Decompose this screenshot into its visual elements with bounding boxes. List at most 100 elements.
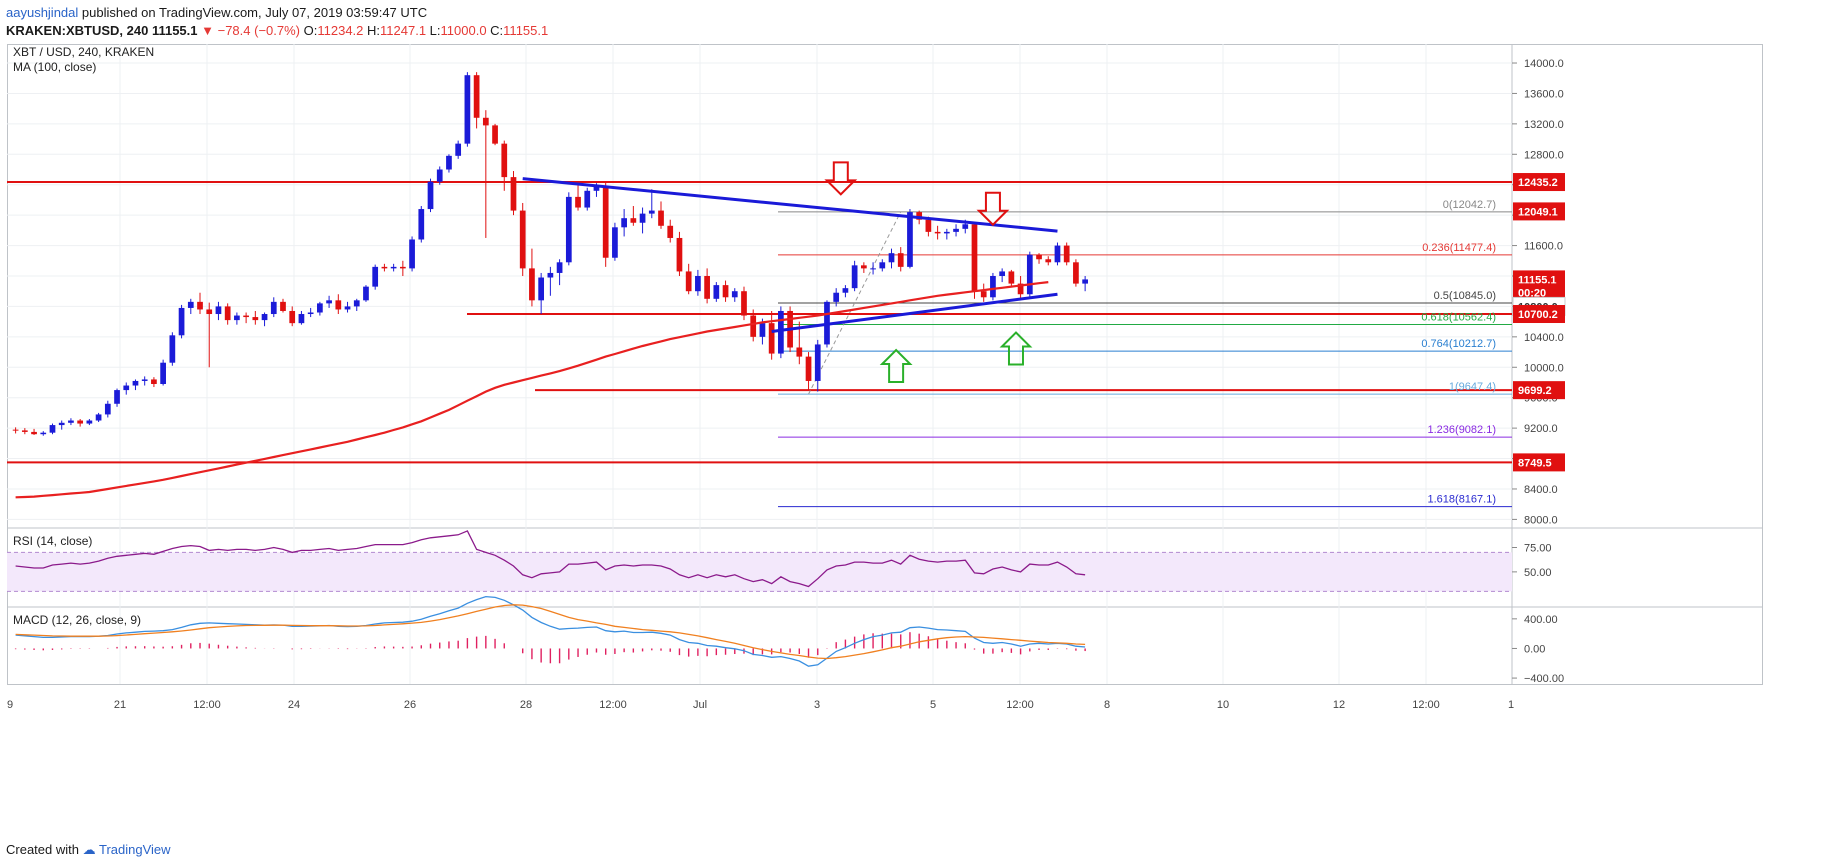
arrow-shape — [999, 331, 1033, 366]
candle-body — [95, 414, 102, 421]
low-value: 11000.0 — [440, 23, 487, 38]
price-flag-label: 8749.5 — [1518, 457, 1552, 469]
candle-body — [621, 218, 627, 228]
candle-body — [658, 210, 664, 226]
tradingview-logo-icon[interactable]: ☁ — [82, 842, 96, 857]
candle-body — [842, 288, 849, 293]
x-tick-label: 12:00 — [599, 699, 627, 711]
ma-indicator-label: MA (100, close) — [13, 60, 96, 74]
open-label: O: — [303, 23, 318, 38]
candle-body — [1026, 254, 1033, 295]
x-tick-label: 10 — [1217, 699, 1229, 711]
price-flag — [1513, 453, 1565, 472]
candle-body — [381, 266, 388, 269]
fib-level-label: 0.618(10562.4) — [1421, 311, 1496, 323]
candle-body — [243, 315, 249, 318]
candle-body — [685, 271, 692, 292]
candle-body — [529, 268, 535, 301]
candle-body — [492, 125, 498, 144]
candle-body — [556, 262, 563, 273]
candle-body — [409, 239, 415, 269]
candle-body — [1082, 279, 1088, 284]
high-label: H: — [367, 23, 381, 38]
candle-body — [473, 75, 480, 118]
candle-body — [879, 262, 886, 269]
candle-body — [141, 379, 148, 381]
x-tick-label: 5 — [930, 699, 936, 711]
rsi-band — [7, 552, 1512, 592]
candle-body — [40, 432, 47, 435]
candle-body — [1008, 271, 1015, 284]
rsi-tick-label: 75.00 — [1524, 543, 1552, 555]
close-label: C: — [490, 23, 504, 38]
tradingview-link[interactable]: TradingView — [99, 842, 171, 857]
close-value: 11155.1 — [503, 23, 549, 38]
candle-body — [399, 266, 406, 269]
candle-body — [593, 186, 600, 191]
chart-frame[interactable]: 9 21 12:00 24 26 28 12:00 Jul 3 5 12:00 8 10 12 12:00 1… — [7, 44, 1763, 831]
candle-body — [363, 286, 369, 301]
arrow-shape — [976, 191, 1010, 227]
price-flag-label: 9699.2 — [1518, 385, 1552, 397]
x-tick-label: 12:00 — [1006, 699, 1034, 711]
price-flag — [1513, 305, 1565, 324]
candle-body — [667, 225, 674, 238]
candle-body — [326, 300, 332, 304]
price-flag-label: 10700.2 — [1518, 309, 1558, 321]
candle-body — [796, 347, 803, 357]
candle-body — [1054, 245, 1061, 263]
fib-level-label: 0.236(11477.4) — [1422, 242, 1496, 254]
x-tick-label: 8 — [1104, 699, 1110, 711]
ohlc-line: KRAKEN:XBTUSD, 240 11155.1 ▼ −78.4 (−0.7… — [6, 22, 548, 40]
candle-body — [612, 227, 618, 258]
candle-body — [759, 323, 766, 337]
candle-body — [234, 315, 240, 321]
candle-body — [676, 237, 683, 272]
candle-body — [870, 268, 876, 270]
candle-body — [814, 344, 821, 381]
candle-body — [160, 362, 166, 385]
high-value: 11247.1 — [380, 23, 427, 38]
publish-header: aayushjindal published on TradingView.co… — [6, 4, 548, 40]
candle-body — [77, 420, 84, 424]
candle-body — [510, 177, 517, 211]
candle-body — [464, 75, 471, 144]
candle-body — [851, 265, 858, 289]
candle-body — [704, 275, 710, 299]
candle-body — [151, 379, 157, 385]
rsi-line — [15, 530, 1086, 588]
fib-level-label: 0.5(10845.0) — [1434, 290, 1496, 302]
candle-body — [21, 430, 28, 432]
price-flag — [1513, 283, 1565, 302]
price-flag-label: 12435.2 — [1518, 177, 1558, 189]
y-tick-label: 12800.0 — [1524, 149, 1564, 161]
y-tick-label: 9200.0 — [1524, 423, 1558, 435]
price-flag-label: 00:20 — [1518, 287, 1546, 299]
candle-body — [298, 314, 305, 324]
candle-body — [261, 314, 268, 321]
candle-body — [916, 212, 923, 220]
fib-level-label: 0.764(10212.7) — [1421, 338, 1496, 350]
candle-body — [270, 301, 277, 315]
chart-svg[interactable]: 9 21 12:00 24 26 28 12:00 Jul 3 5 12:00 8 10 12 12:00 1… — [7, 44, 1763, 831]
macd-tick-label: 0.00 — [1524, 643, 1545, 655]
candle-body — [519, 210, 526, 269]
candle-body — [547, 272, 554, 278]
candle-body — [888, 253, 895, 263]
last-price: 11155.1 — [151, 23, 198, 38]
author-link[interactable]: aayushjindal — [6, 5, 79, 20]
candle-body — [307, 312, 314, 315]
y-tick-label: 8400.0 — [1524, 484, 1558, 496]
signal-line — [15, 604, 1086, 660]
candle-body — [215, 306, 222, 315]
candle-body — [1017, 283, 1024, 295]
price-change: ▼ −78.4 (−0.7%) — [201, 23, 300, 38]
candle-body — [695, 275, 701, 292]
candle-body — [805, 356, 812, 381]
candle-body — [934, 231, 941, 234]
rsi-title: RSI (14, close) — [13, 534, 92, 548]
candle-body — [980, 291, 987, 298]
candle-body — [427, 181, 434, 210]
candle-body — [390, 266, 397, 269]
arrow-shape — [824, 161, 858, 196]
